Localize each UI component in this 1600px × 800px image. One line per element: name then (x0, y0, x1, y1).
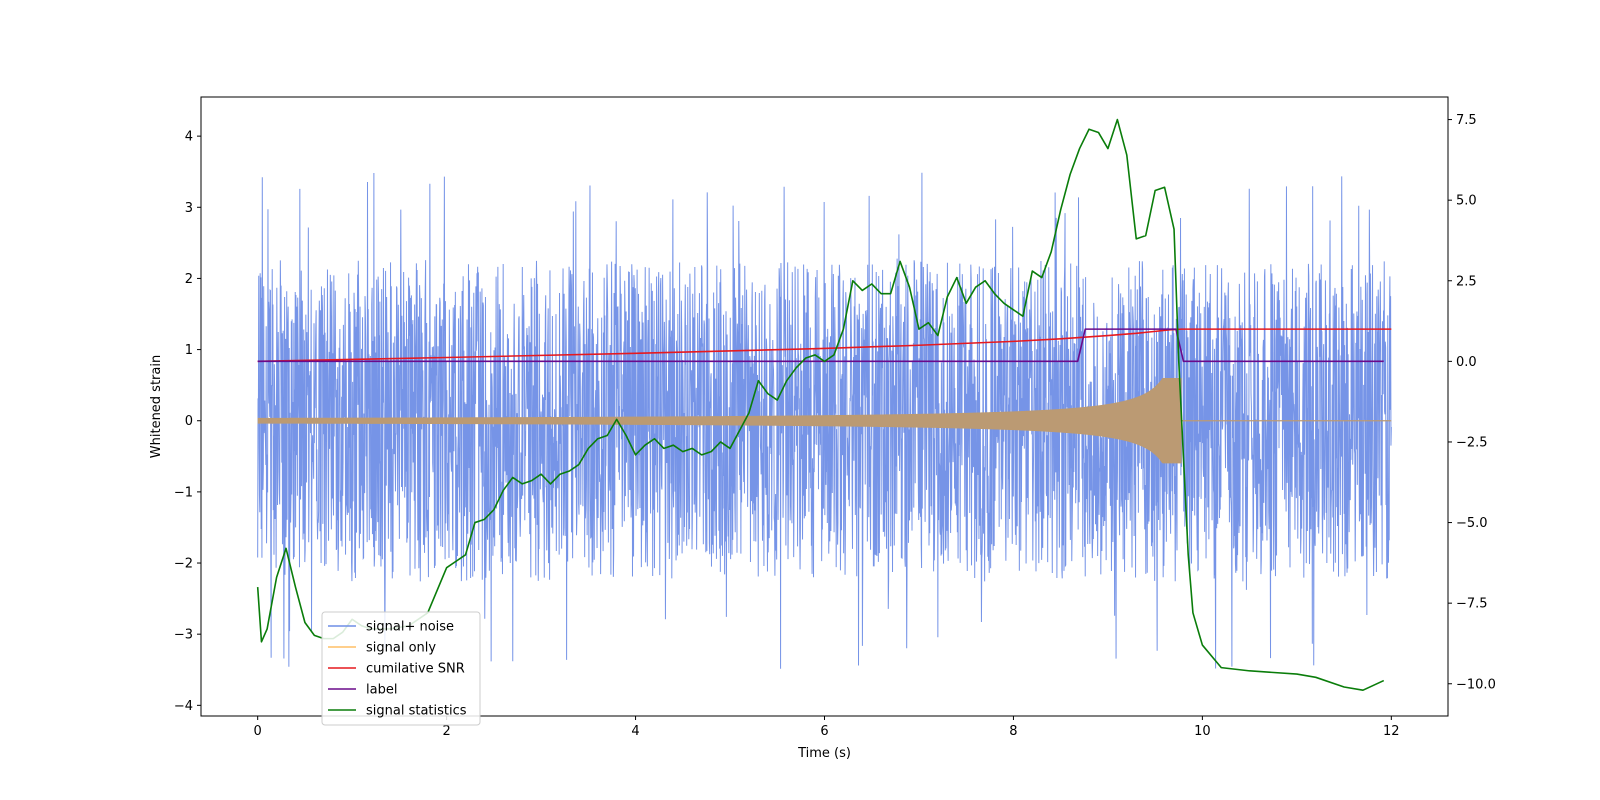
legend-box (321, 611, 481, 726)
y2-axis-ticks: −10.0 −7.5 −5.0 −2.5 0.0 2.5 5.0 7.5 (1448, 113, 1496, 692)
y-tick-label: −4 (174, 699, 193, 714)
x-tick-label: 12 (1383, 724, 1400, 739)
plot-data-layer (256, 118, 1392, 692)
legend-label: label (366, 683, 397, 698)
y2-tick-label: −10.0 (1456, 677, 1496, 692)
y-axis-ticks: −4 −3 −2 −1 0 1 2 3 4 (174, 130, 201, 714)
x-tick-label: 10 (1194, 724, 1211, 739)
x-tick-label: 4 (631, 724, 639, 739)
x-tick-label: 6 (820, 724, 828, 739)
x-tick-label: 2 (442, 724, 450, 739)
y-axis-label: Whitened strain (149, 355, 164, 458)
y2-tick-label: 5.0 (1456, 194, 1477, 209)
series-signal-only-envelope (257, 378, 1182, 464)
x-tick-label: 0 (254, 724, 262, 739)
y-tick-label: −3 (174, 628, 193, 643)
y2-tick-label: 2.5 (1456, 274, 1477, 289)
legend-label: signal statistics (366, 704, 467, 719)
y-tick-label: 2 (185, 272, 193, 287)
y-tick-label: −2 (174, 557, 193, 572)
y2-tick-label: 7.5 (1456, 113, 1477, 128)
legend-label: cumilative SNR (366, 662, 465, 677)
y-tick-label: 0 (185, 414, 193, 429)
x-axis-label: Time (s) (797, 746, 851, 761)
legend: signal+ noise signal only cumilative SNR la… (321, 611, 481, 726)
y-tick-label: −1 (174, 485, 193, 500)
y-tick-label: 1 (185, 343, 193, 358)
series-label (257, 328, 1384, 363)
y2-tick-label: 0.0 (1456, 355, 1477, 370)
series-cumulative-snr (257, 328, 1392, 363)
y2-tick-label: −7.5 (1456, 597, 1488, 612)
legend-label: signal only (366, 641, 436, 656)
legend-label: signal+ noise (366, 620, 454, 635)
y2-tick-label: −5.0 (1456, 516, 1488, 531)
x-axis-ticks: 0 2 4 6 8 10 12 (254, 716, 1400, 739)
y2-tick-label: −2.5 (1456, 435, 1488, 450)
y-tick-label: 4 (185, 130, 193, 145)
x-tick-label: 8 (1009, 724, 1017, 739)
y-tick-label: 3 (185, 201, 193, 216)
series-signal-statistics (256, 118, 1385, 692)
